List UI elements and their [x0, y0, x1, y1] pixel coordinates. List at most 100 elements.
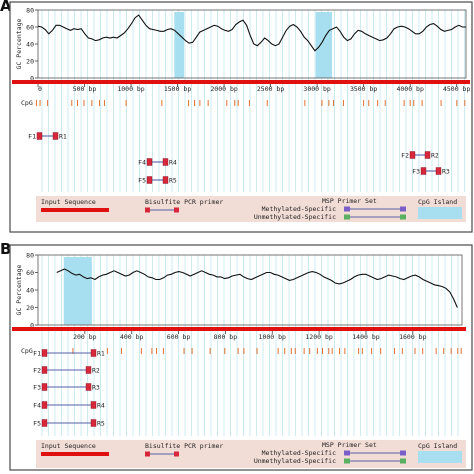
primer-pair-f5: F5 R5 [138, 176, 177, 185]
legend-msp-primer-set-label: MSP Primer Set [322, 441, 377, 449]
panel-a: 80 60 40 20 0 GC Percentage 0 500 bp 1000 bp 1500… [9, 1, 473, 233]
cpg-island-shade [174, 12, 185, 78]
x-tick-label: 0 [38, 85, 42, 93]
y-tick-label: 80 [26, 252, 34, 260]
reverse-primer-box [90, 419, 97, 427]
forward-primer-box [41, 383, 48, 391]
legend: Input Sequence Bisulfite PCR primer MSP Pr… [36, 440, 466, 468]
legend-cpg-island-label: CpG Island [418, 442, 457, 450]
reverse-primer-box [162, 176, 169, 184]
reverse-primer-label: R5 [97, 420, 105, 428]
legend-bisulfite-box-left [145, 451, 150, 457]
y-tick-label: 60 [26, 24, 34, 32]
legend-input-sequence-swatch [41, 208, 109, 212]
reverse-primer-label: R3 [442, 168, 450, 176]
legend-methylated-label: Methylated-Specific [262, 449, 336, 457]
panel-label-b: B [0, 240, 12, 258]
forward-primer-label: F3 [412, 168, 420, 176]
legend-unmethylated-label: Unmethylated-Specific [254, 457, 336, 465]
x-tick-label: 1400 bp [352, 333, 379, 341]
forward-primer-label: F4 [33, 402, 41, 410]
x-tick-label: 3500 bp [350, 85, 377, 93]
primer-pair-f4: F4 R4 [138, 158, 177, 167]
legend-bisulfite-box-right [174, 451, 179, 457]
y-tick-label: 0 [30, 75, 34, 83]
forward-primer-box [146, 158, 153, 166]
forward-primer-box [146, 176, 153, 184]
x-tick-label: 1500 bp [164, 85, 191, 93]
x-tick-label: 1600 bp [399, 333, 426, 341]
primer-pair-f2: F2 R2 [401, 151, 439, 160]
x-tick-label: 1000 bp [117, 85, 144, 93]
y-tick-label: 0 [30, 322, 34, 330]
forward-primer-box [420, 167, 427, 175]
reverse-primer-box [424, 151, 431, 159]
primer-pair-f5: F5 R5 [33, 419, 105, 428]
x-tick-label: 3000 bp [303, 85, 330, 93]
legend-unmethylated-box-left [344, 458, 350, 464]
legend-methylated-box-right [400, 450, 406, 456]
forward-primer-label: F5 [33, 420, 41, 428]
legend-bisulfite-primer-label: Bisulfite PCR primer [145, 442, 223, 450]
cpg-site-ticks [72, 348, 462, 354]
reverse-primer-label: R5 [169, 177, 177, 185]
y-tick-label: 60 [26, 269, 34, 277]
x-tick-label: 1200 bp [305, 333, 332, 341]
forward-primer-box [41, 349, 48, 357]
legend-methylated-box-left [344, 450, 350, 456]
legend: Input Sequence Bisulfite PCR primer MSP Pr… [36, 196, 466, 222]
cpg-site-ticks [35, 100, 466, 106]
cpg-row-label: CpG [21, 99, 33, 107]
cpg-island-shade [315, 12, 333, 78]
forward-primer-box [41, 366, 48, 374]
legend-unmethylated-box-left [344, 214, 350, 220]
x-tick-label: 4000 bp [396, 85, 423, 93]
forward-primer-box [409, 151, 416, 159]
forward-primer-label: F2 [33, 367, 41, 375]
legend-cpg-island-swatch [418, 451, 462, 463]
reverse-primer-box [52, 132, 59, 140]
legend-methylated-label: Methylated-Specific [262, 205, 336, 213]
x-tick-label: 500 bp [73, 85, 97, 93]
x-tick-label: 600 bp [167, 333, 191, 341]
cpg-island-shade [63, 257, 92, 325]
legend-input-sequence-label: Input Sequence [41, 198, 96, 206]
legend-methylated-box-right [400, 206, 406, 212]
grid-lines [41, 255, 459, 436]
reverse-primer-label: R3 [92, 384, 100, 392]
reverse-primer-label: R2 [92, 367, 100, 375]
input-sequence-bar [12, 327, 466, 331]
gc-percentage-line [37, 14, 466, 52]
panel-frame [9, 1, 473, 233]
forward-primer-box [41, 401, 48, 409]
cpg-row-label: CpG [21, 347, 33, 355]
forward-primer-box [41, 419, 48, 427]
legend-methylated-box-left [344, 206, 350, 212]
reverse-primer-box [162, 158, 169, 166]
forward-primer-label: F5 [138, 177, 146, 185]
y-tick-label: 40 [26, 287, 34, 295]
legend-cpg-island-label: CpG Island [418, 198, 457, 206]
y-tick-label: 80 [26, 7, 34, 15]
input-sequence-bar [12, 80, 470, 84]
primer-pair-f4: F4 R4 [33, 401, 105, 410]
x-tick-label: 400 bp [120, 333, 144, 341]
x-tick-label: 2500 bp [257, 85, 284, 93]
forward-primer-label: F1 [28, 133, 36, 141]
forward-primer-label: F1 [33, 350, 41, 358]
legend-unmethylated-box-right [400, 214, 406, 220]
legend-msp-primer-set-label: MSP Primer Set [322, 197, 377, 205]
forward-primer-label: F3 [33, 384, 41, 392]
y-tick-label: 20 [26, 58, 34, 66]
x-tick-label: 2000 bp [210, 85, 237, 93]
y-tick-label: 40 [26, 41, 34, 49]
reverse-primer-label: R4 [169, 159, 177, 167]
legend-input-sequence-swatch [41, 452, 109, 456]
x-tick-label: 800 bp [214, 333, 238, 341]
reverse-primer-box [90, 349, 97, 357]
legend-cpg-island-swatch [418, 207, 462, 219]
primer-pair-f3: F3 R3 [33, 383, 100, 392]
reverse-primer-label: R1 [59, 133, 67, 141]
forward-primer-label: F4 [138, 159, 146, 167]
